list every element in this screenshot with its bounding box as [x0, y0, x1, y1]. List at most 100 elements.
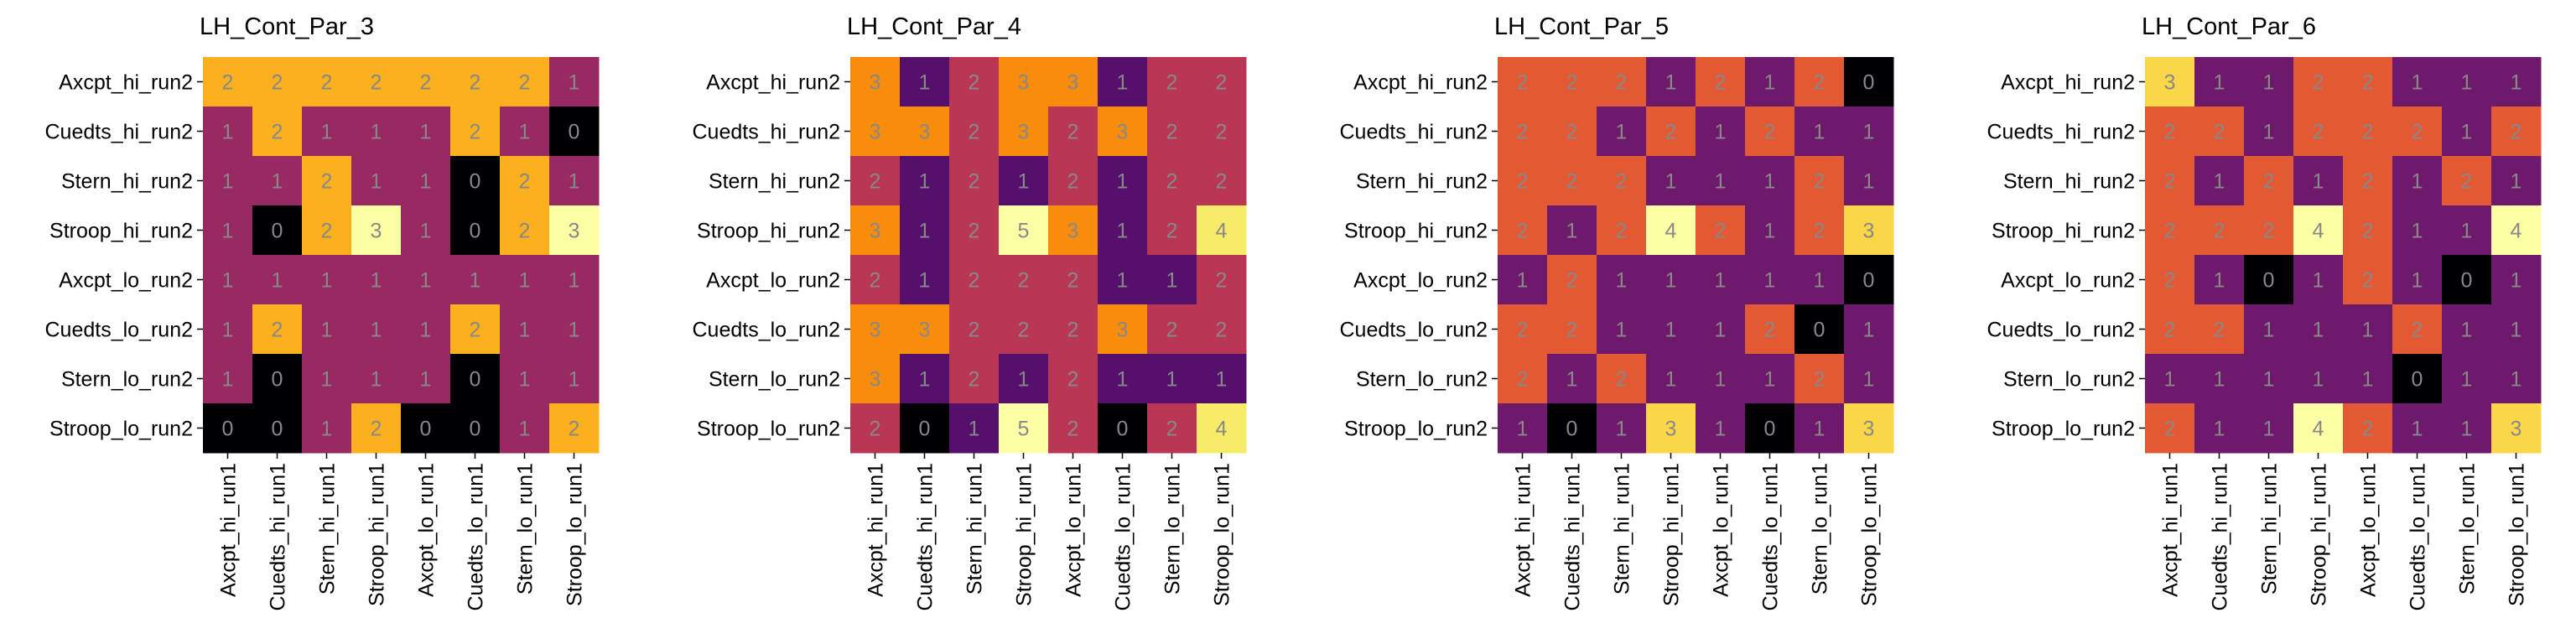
cell-value-label: 1 [222, 121, 234, 144]
heatmap-cell [401, 354, 451, 404]
x-tick-label: Cuedts_lo_run1 [1112, 463, 1135, 611]
cell-value-label: 1 [2511, 319, 2522, 342]
cell-value-label: 1 [1863, 319, 1875, 342]
heatmap-cell [302, 304, 352, 355]
heatmap-cell [1646, 156, 1696, 206]
cell-value-label: 3 [371, 220, 382, 243]
heatmap-cell [1844, 354, 1894, 404]
cell-value-label: 0 [470, 418, 481, 441]
heatmap-cell [1646, 57, 1696, 107]
cell-value-label: 1 [2461, 368, 2473, 392]
heatmap-cell [252, 304, 303, 355]
cell-value-label: 1 [2313, 368, 2324, 392]
heatmap-cell [1547, 304, 1597, 355]
cell-value-label: 2 [371, 71, 382, 95]
y-tick-label: Cuedts_lo_run2 [692, 319, 840, 342]
heatmap-cell [549, 106, 600, 157]
heatmap-cell [1098, 255, 1148, 305]
heatmap-cell [2244, 255, 2294, 305]
heatmap-cell [351, 57, 402, 107]
cell-value-label: 3 [1018, 71, 1030, 95]
heatmap-cell [1597, 57, 1647, 107]
cell-value-label: 0 [1117, 418, 1129, 441]
cell-value-label: 2 [2164, 220, 2176, 243]
heatmap-cell [850, 156, 901, 206]
x-tick-label: Axcpt_lo_run1 [2357, 463, 2381, 597]
heatmap-cell [2293, 354, 2344, 404]
cell-value-label: 3 [1863, 220, 1875, 243]
cell-value-label: 1 [519, 319, 531, 342]
heatmap-cell [2194, 403, 2245, 454]
cell-value-label: 2 [1216, 269, 1228, 293]
cell-value-label: 2 [870, 170, 881, 194]
cell-value-label: 1 [321, 269, 333, 293]
heatmap-cell [2392, 304, 2443, 355]
heatmap-cell [500, 205, 550, 256]
cell-value-label: 2 [1018, 269, 1030, 293]
heatmap-cell [500, 403, 550, 454]
heatmap-cell [252, 205, 303, 256]
heatmap-cell [1498, 156, 1548, 206]
cell-value-label: 1 [2214, 418, 2225, 441]
cell-value-label: 3 [1067, 71, 1079, 95]
heatmap-cell [1794, 156, 1845, 206]
heatmap-cell [1696, 403, 1746, 454]
cell-value-label: 0 [1764, 418, 1776, 441]
cell-value-label: 1 [2412, 269, 2423, 293]
heatmap-cell [500, 57, 550, 107]
heatmap-cell [949, 106, 1000, 157]
cell-value-label: 3 [1665, 418, 1677, 441]
cell-value-label: 2 [969, 220, 980, 243]
heatmap-cell [2145, 304, 2195, 355]
heatmap-cell [2244, 205, 2294, 256]
cell-value-label: 3 [919, 319, 931, 342]
heatmap-cell [302, 403, 352, 454]
y-tick-label: Stern_lo_run2 [709, 368, 840, 392]
heatmap-cell [1547, 205, 1597, 256]
cell-value-label: 1 [569, 319, 580, 342]
heatmap-cell [1197, 304, 1247, 355]
heatmap-cell [999, 106, 1049, 157]
heatmap-cell [1547, 106, 1597, 157]
y-tick-label: Stroop_hi_run2 [697, 220, 840, 243]
heatmap-cell [500, 255, 550, 305]
heatmap-cell [2244, 304, 2294, 355]
panel-title: LH_Cont_Par_4 [847, 13, 1021, 40]
cell-value-label: 1 [2511, 71, 2522, 95]
heatmap-cell [1048, 255, 1098, 305]
cell-value-label: 1 [1566, 220, 1578, 243]
cell-value-label: 1 [1715, 319, 1727, 342]
cell-value-label: 1 [2164, 368, 2176, 392]
cell-value-label: 2 [1067, 368, 1079, 392]
heatmap-cell [1646, 304, 1696, 355]
cell-value-label: 1 [519, 368, 531, 392]
x-tick-label: Cuedts_hi_run1 [1561, 463, 1585, 611]
cell-value-label: 2 [2164, 319, 2176, 342]
heatmap-cell [850, 255, 901, 305]
y-tick-label: Axcpt_lo_run2 [2001, 269, 2135, 293]
x-tick-label: Cuedts_lo_run1 [1759, 463, 1783, 611]
heatmap-cell [1498, 106, 1548, 157]
x-tick-label: Stroop_hi_run1 [366, 463, 389, 606]
y-tick-label: Axcpt_lo_run2 [706, 269, 840, 293]
heatmap-cell [900, 205, 950, 256]
cell-value-label: 1 [1616, 121, 1628, 144]
heatmap-cell [2343, 106, 2393, 157]
y-tick-label: Stern_hi_run2 [709, 170, 840, 194]
heatmap-cell [2491, 57, 2542, 107]
heatmap-cell [900, 57, 950, 107]
cell-value-label: 1 [371, 170, 382, 194]
heatmap-cell [1844, 255, 1894, 305]
cell-value-label: 2 [1814, 170, 1826, 194]
y-tick-label: Stern_lo_run2 [61, 368, 193, 392]
cell-value-label: 0 [1814, 319, 1826, 342]
cell-value-label: 2 [1166, 170, 1178, 194]
cell-value-label: 1 [420, 170, 432, 194]
cell-value-label: 1 [470, 269, 481, 293]
cell-value-label: 2 [272, 319, 283, 342]
cell-value-label: 1 [569, 269, 580, 293]
cell-value-label: 1 [1616, 319, 1628, 342]
cell-value-label: 1 [321, 121, 333, 144]
heatmap-cell [2442, 57, 2492, 107]
heatmap-cell [1098, 403, 1148, 454]
